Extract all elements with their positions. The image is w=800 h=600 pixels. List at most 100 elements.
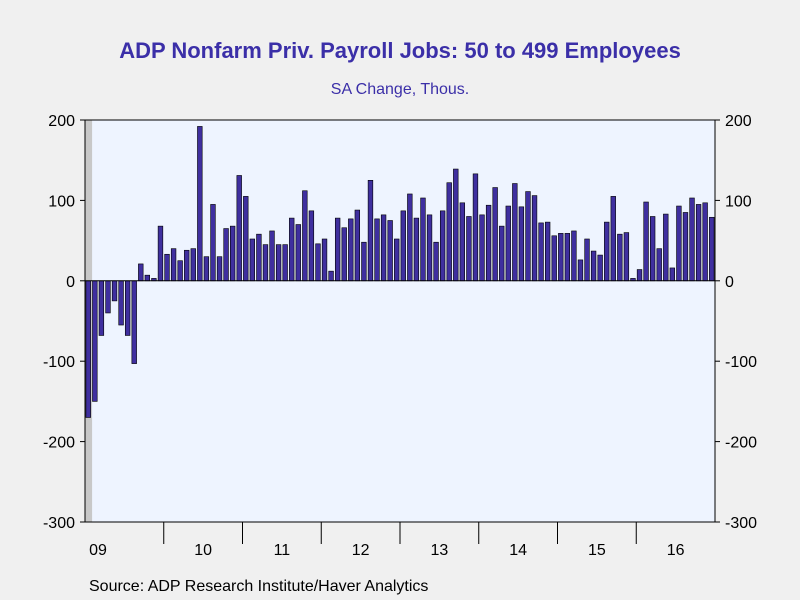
y-tick-label-right: -200: [725, 435, 757, 452]
bar: [190, 248, 196, 282]
plot-area: [85, 120, 715, 522]
bar: [702, 202, 708, 282]
bar: [472, 173, 479, 282]
bar: [92, 280, 98, 402]
bar: [177, 260, 183, 282]
bar: [243, 196, 249, 282]
bar: [367, 180, 374, 282]
bar: [656, 248, 662, 282]
bar: [420, 197, 426, 282]
bar: [328, 270, 334, 282]
bar: [426, 214, 433, 282]
bar: [689, 197, 695, 282]
bar: [275, 244, 282, 282]
y-tick-label-right: 200: [725, 113, 752, 130]
y-tick-label-left: -100: [43, 354, 75, 371]
bar: [308, 210, 315, 282]
bar: [492, 187, 498, 282]
y-tick-label-right: -100: [725, 354, 757, 371]
bar: [197, 126, 203, 282]
bar: [564, 233, 570, 282]
bar: [249, 238, 255, 282]
bar: [170, 248, 177, 282]
bar: [485, 204, 492, 282]
x-tick-label: 11: [274, 542, 291, 559]
bar: [341, 227, 347, 282]
bar: [321, 238, 328, 282]
bar: [479, 214, 485, 282]
bar: [105, 280, 111, 314]
y-tick-label-left: 0: [66, 274, 75, 291]
bar: [236, 175, 242, 282]
bar: [394, 238, 400, 282]
bar: [551, 235, 557, 282]
bar: [315, 243, 321, 282]
bar: [695, 204, 702, 282]
bar: [459, 202, 466, 282]
bar: [682, 212, 689, 282]
bar: [636, 269, 643, 282]
bar: [210, 204, 216, 282]
x-tick-label: 12: [352, 542, 370, 559]
bar: [334, 217, 341, 282]
y-tick-label-left: 200: [48, 113, 75, 130]
y-tick-label-left: -300: [43, 515, 75, 532]
bar: [544, 221, 551, 282]
bar: [413, 217, 420, 282]
y-tick-label-left: -200: [43, 435, 75, 452]
bar: [453, 168, 459, 282]
bar: [348, 218, 354, 282]
chart-source: Source: ADP Research Institute/Haver Ana…: [89, 578, 429, 595]
bar: [223, 228, 229, 282]
bar: [164, 253, 170, 282]
bar: [256, 233, 262, 282]
y-tick-label-right: -300: [725, 515, 757, 532]
bar: [505, 205, 511, 282]
bar: [387, 220, 393, 282]
bar: [525, 191, 531, 282]
bar: [118, 280, 124, 326]
bar: [466, 216, 472, 282]
bar: [604, 221, 610, 282]
bar: [597, 254, 603, 282]
bar: [282, 244, 288, 282]
bar: [512, 183, 518, 282]
y-tick-label-right: 100: [725, 193, 752, 210]
bar: [676, 205, 682, 282]
bar: [124, 280, 131, 336]
y-tick-label-right: 0: [725, 274, 734, 291]
y-tick-label-left: 100: [48, 193, 75, 210]
bar: [269, 230, 275, 282]
bar: [111, 280, 118, 302]
bar: [649, 216, 656, 282]
x-tick-label: 14: [509, 542, 527, 559]
bar: [302, 190, 308, 282]
bar: [446, 182, 452, 282]
x-tick-label: 13: [430, 542, 448, 559]
bar: [295, 224, 301, 282]
x-tick-label: 10: [194, 542, 212, 559]
bar: [374, 218, 380, 282]
bar: [400, 210, 406, 282]
bar: [138, 263, 144, 282]
chart-subtitle: SA Change, Thous.: [330, 81, 470, 98]
bar: [643, 201, 649, 282]
bar: [617, 233, 623, 282]
bar: [538, 222, 544, 282]
chart-title: ADP Nonfarm Priv. Payroll Jobs: 50 to 49…: [119, 38, 681, 63]
x-tick-label: 16: [667, 542, 685, 559]
bar: [577, 259, 584, 282]
bar: [709, 216, 715, 282]
bar: [144, 274, 150, 282]
bar: [571, 230, 577, 282]
bar: [531, 195, 538, 282]
bar: [623, 232, 630, 282]
bar: [157, 225, 164, 282]
bar: [289, 217, 295, 282]
bar: [663, 213, 669, 282]
bar: [380, 214, 387, 282]
bar: [584, 238, 590, 282]
bar: [131, 280, 137, 364]
bar: [518, 206, 525, 282]
